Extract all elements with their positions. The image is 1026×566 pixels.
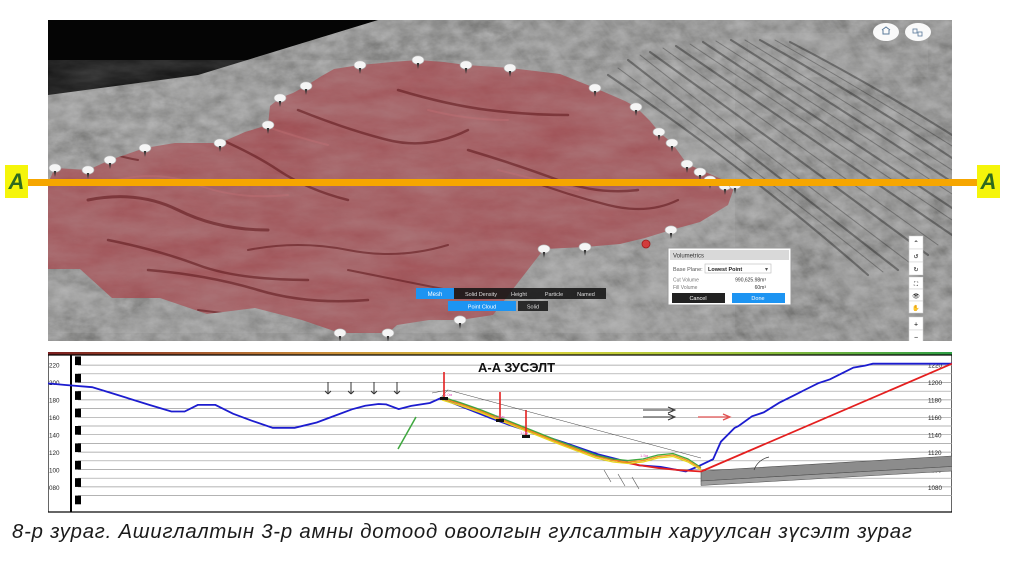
svg-text:↻: ↻ (913, 267, 918, 274)
svg-text:1.5м: 1.5м (640, 453, 649, 458)
svg-text:1120: 1120 (928, 450, 942, 457)
svg-text:1.0м: 1.0м (520, 430, 529, 435)
svg-text:Done: Done (751, 296, 764, 302)
svg-text:180: 180 (49, 398, 60, 405)
svg-text:Solid Density: Solid Density (465, 292, 497, 298)
svg-text:Lowest Point: Lowest Point (708, 267, 742, 273)
svg-text:↺: ↺ (913, 254, 918, 261)
svg-text:60m³: 60m³ (755, 285, 767, 291)
svg-text:⌃: ⌃ (913, 240, 919, 248)
svg-text:100: 100 (49, 468, 60, 475)
svg-text:220: 220 (49, 363, 60, 370)
svg-text:1.0м: 1.0м (444, 392, 453, 397)
svg-text:140: 140 (49, 433, 60, 440)
svg-text:A-A ЗУСЭЛТ: A-A ЗУСЭЛТ (478, 360, 555, 375)
svg-text:Cancel: Cancel (689, 296, 706, 302)
svg-text:Volumetrics: Volumetrics (673, 254, 704, 260)
svg-text:Named: Named (577, 292, 595, 298)
svg-text:👁: 👁 (912, 293, 920, 300)
svg-text:Base Plane:: Base Plane: (673, 267, 703, 273)
svg-text:1160: 1160 (928, 415, 942, 422)
svg-text:1200: 1200 (928, 380, 943, 387)
svg-text:1.25м: 1.25м (494, 414, 505, 419)
svg-text:Point Cloud: Point Cloud (468, 305, 496, 311)
svg-text:1180: 1180 (928, 398, 942, 405)
svg-text:Mesh: Mesh (428, 292, 443, 298)
svg-text:Particle: Particle (545, 292, 563, 298)
svg-text:990,625.98m³: 990,625.98m³ (735, 278, 766, 284)
svg-text:−: − (914, 335, 918, 342)
svg-text:160: 160 (49, 415, 60, 422)
svg-text:Height: Height (511, 292, 527, 298)
svg-text:Fill Volume: Fill Volume (673, 285, 698, 291)
svg-text:Cut Volume: Cut Volume (673, 278, 699, 284)
svg-text:120: 120 (49, 450, 60, 457)
svg-text:+: + (914, 322, 918, 329)
svg-text:1140: 1140 (928, 433, 942, 440)
svg-text:▾: ▾ (765, 267, 768, 273)
svg-text:Solid: Solid (527, 305, 539, 311)
svg-text:1080: 1080 (928, 485, 943, 492)
svg-text:080: 080 (49, 485, 60, 492)
svg-text:✋: ✋ (912, 304, 919, 312)
